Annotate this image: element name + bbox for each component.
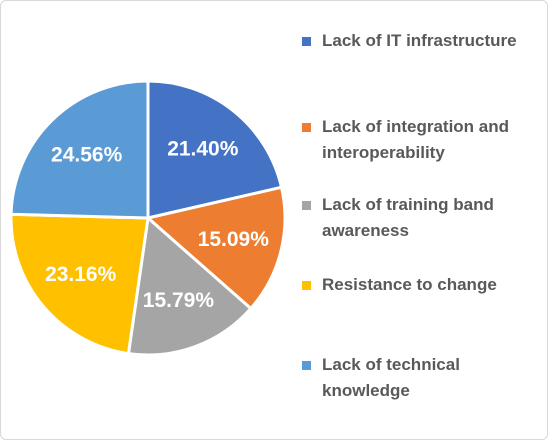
pie-slice-5 — [9, 79, 150, 220]
legend-label: Lack of integration and interoperability — [322, 117, 510, 162]
pie-slice-label-1: 21.40% — [167, 138, 239, 161]
pie-slice-2 — [146, 185, 287, 311]
legend-swatch — [302, 37, 311, 46]
pie-slice-label-4: 23.16% — [45, 263, 117, 286]
legend-swatch — [302, 201, 311, 210]
pie-slice-3 — [126, 216, 253, 357]
legend-swatch — [302, 361, 311, 370]
pie-slice-label-3: 15.79% — [143, 289, 215, 312]
legend-label: Lack of technical knowledge — [322, 355, 460, 400]
legend-swatch — [302, 281, 311, 290]
pie-slice-1 — [146, 79, 284, 220]
pie-slice-label-2: 15.09% — [198, 228, 270, 251]
legend-label: Resistance to change — [322, 275, 497, 294]
pie-slice-4 — [9, 212, 150, 356]
legend-label: Lack of training band awareness — [322, 195, 494, 240]
pie-slice-label-5: 24.56% — [51, 143, 123, 166]
legend-swatch — [302, 123, 311, 132]
legend-label: Lack of IT infrastructure — [322, 31, 517, 50]
